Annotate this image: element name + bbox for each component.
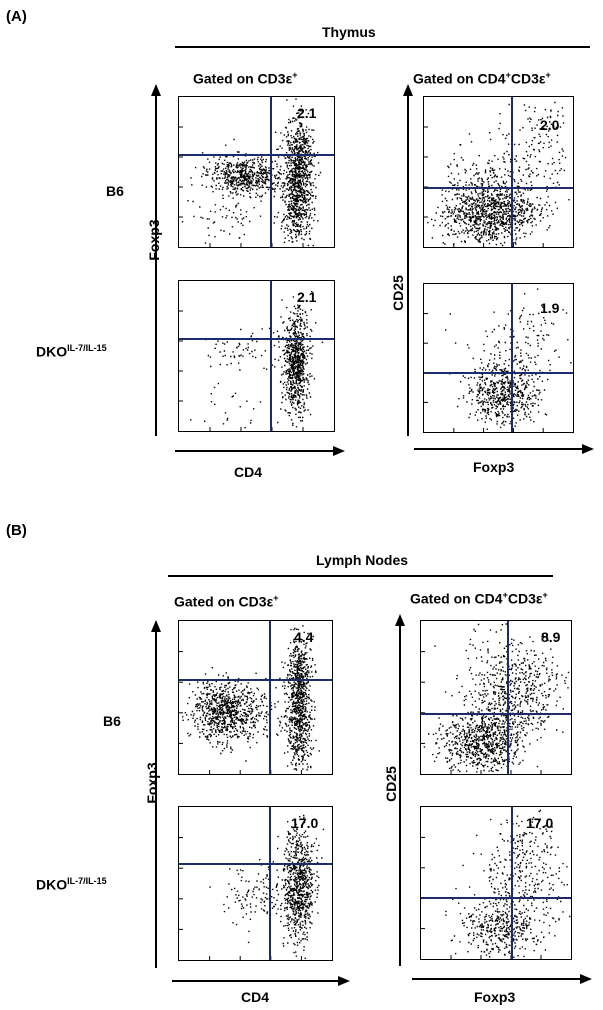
gate-label-left-b: Gated on CD3ε+ bbox=[174, 593, 279, 610]
quadrant-percent: 17.0 bbox=[526, 815, 554, 831]
event-dots bbox=[423, 623, 570, 773]
quadrant-percent: 8.9 bbox=[541, 629, 561, 645]
quadrant-gate-vertical bbox=[511, 284, 513, 432]
facs-plot: 1.9 bbox=[423, 283, 574, 433]
event-dots bbox=[190, 291, 324, 429]
y-axis-label-left-b: Foxp3 bbox=[144, 762, 160, 804]
facs-plot: 2.1 bbox=[178, 280, 335, 432]
event-dots bbox=[181, 98, 322, 247]
row-label-dko-b: DKOIL-7/IL-15 bbox=[36, 876, 107, 893]
x-axis-label-left-a: CD4 bbox=[234, 464, 263, 480]
facs-plot: 17.0 bbox=[178, 806, 333, 961]
gate-label-left-a: Gated on CD3ε+ bbox=[193, 70, 298, 87]
y-axis-arrow-left-a bbox=[151, 84, 161, 436]
y-axis-arrow-right-b bbox=[395, 614, 405, 966]
tissue-underline-a bbox=[175, 46, 590, 48]
quadrant-percent: 1.9 bbox=[540, 300, 560, 316]
facs-plot: 2.0 bbox=[423, 96, 574, 248]
quadrant-gate-vertical bbox=[269, 621, 271, 774]
event-dots bbox=[445, 288, 572, 430]
quadrant-gate-horizontal bbox=[179, 679, 332, 681]
tissue-title-b: Lymph Nodes bbox=[316, 552, 409, 568]
quadrant-gate-vertical bbox=[270, 281, 272, 431]
event-dots bbox=[427, 101, 570, 247]
panel-label-a: (A) bbox=[6, 8, 27, 25]
quadrant-gate-vertical bbox=[270, 97, 272, 247]
x-axis-label-right-b: Foxp3 bbox=[474, 989, 516, 1005]
quadrant-gate-horizontal bbox=[179, 863, 332, 865]
facs-plot: 8.9 bbox=[420, 620, 572, 775]
quadrant-gate-horizontal bbox=[179, 338, 334, 340]
gate-label-right-a: Gated on CD4+CD3ε+ bbox=[413, 70, 551, 87]
event-dots bbox=[445, 809, 571, 958]
quadrant-gate-vertical bbox=[507, 621, 509, 774]
row-label-b6-b: B6 bbox=[103, 713, 121, 729]
facs-plot: 4.4 bbox=[178, 620, 333, 775]
x-axis-arrow-left-a bbox=[175, 446, 345, 456]
facs-plot: 17.0 bbox=[420, 806, 572, 960]
gate-label-right-b: Gated on CD4+CD3ε+ bbox=[410, 590, 548, 607]
x-axis-arrow-left-b bbox=[172, 976, 350, 986]
y-axis-arrow-left-b bbox=[151, 620, 161, 968]
y-axis-label-left-a: Foxp3 bbox=[146, 219, 162, 261]
quadrant-percent: 2.1 bbox=[297, 105, 317, 121]
event-dots bbox=[209, 814, 325, 959]
quadrant-percent: 2.1 bbox=[297, 289, 317, 305]
x-axis-arrow-right-b bbox=[412, 974, 592, 984]
tissue-title-a: Thymus bbox=[322, 24, 376, 40]
y-axis-arrow-right-a bbox=[403, 84, 413, 436]
y-axis-label-right-b: CD25 bbox=[383, 766, 399, 802]
quadrant-gate-vertical bbox=[269, 807, 271, 960]
quadrant-percent: 4.4 bbox=[294, 629, 314, 645]
x-axis-arrow-right-a bbox=[414, 444, 594, 454]
quadrant-gate-vertical bbox=[511, 97, 513, 247]
panel-label-b: (B) bbox=[6, 522, 27, 539]
quadrant-gate-horizontal bbox=[179, 154, 334, 156]
quadrant-gate-horizontal bbox=[424, 187, 573, 189]
row-label-b6-a: B6 bbox=[106, 183, 124, 199]
quadrant-percent: 17.0 bbox=[291, 815, 319, 831]
y-axis-label-right-a: CD25 bbox=[390, 275, 406, 311]
event-dots bbox=[182, 625, 320, 771]
quadrant-percent: 2.0 bbox=[540, 117, 560, 133]
quadrant-gate-vertical bbox=[511, 807, 513, 959]
tissue-underline-b bbox=[168, 575, 553, 577]
quadrant-gate-horizontal bbox=[424, 372, 573, 374]
facs-plot: 2.1 bbox=[178, 96, 335, 248]
row-label-dko-a: DKOIL-7/IL-15 bbox=[36, 343, 107, 360]
x-axis-label-right-a: Foxp3 bbox=[473, 459, 515, 475]
x-axis-label-left-b: CD4 bbox=[241, 989, 270, 1005]
quadrant-gate-horizontal bbox=[421, 897, 571, 899]
quadrant-gate-horizontal bbox=[421, 713, 571, 715]
